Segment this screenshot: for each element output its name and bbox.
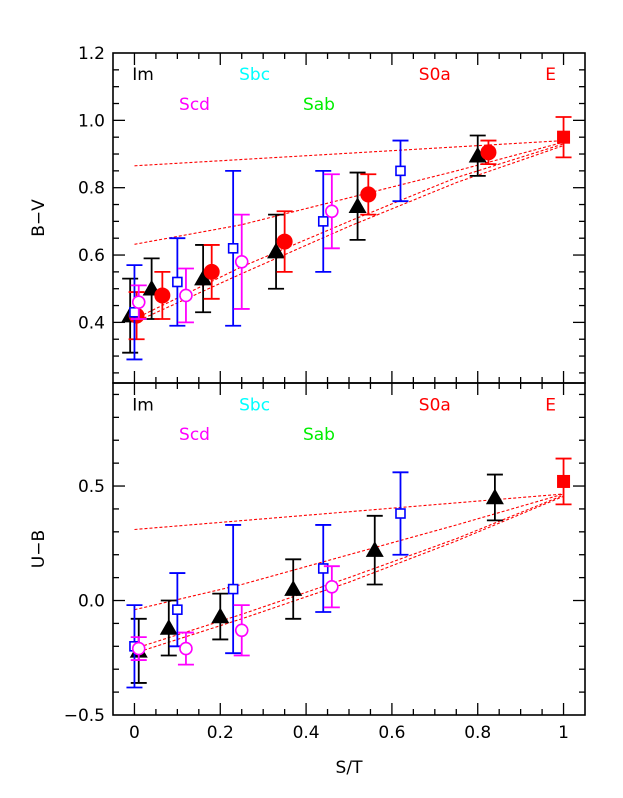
open-square-marker <box>395 165 406 177</box>
filled-square-marker <box>557 474 571 488</box>
type-label: S0a <box>419 65 451 85</box>
open-square-marker <box>317 216 329 227</box>
type-label: E <box>545 65 556 85</box>
y-tick-label: −0.5 <box>64 706 105 726</box>
x-tick-label: 0 <box>129 723 140 743</box>
filled-circle-marker <box>360 186 377 203</box>
triangle-marker <box>284 580 303 596</box>
triangle-marker <box>485 488 504 505</box>
x-tick-label: 1 <box>558 723 569 743</box>
filled-circle-marker <box>203 263 220 280</box>
open-square-marker <box>317 563 329 574</box>
triangle-marker <box>468 146 487 163</box>
model-track-line <box>134 495 564 654</box>
x-tick-label: 0.8 <box>464 723 491 743</box>
triangle-marker <box>348 197 367 213</box>
y-axis-label: U−B <box>29 530 49 568</box>
filled-circle-marker <box>154 287 171 304</box>
type-label: E <box>545 395 556 415</box>
model-track-line <box>134 493 564 531</box>
type-label: Scd <box>179 425 210 445</box>
open-circle-marker <box>234 623 249 638</box>
y-tick-label: 0.0 <box>78 592 105 612</box>
type-label: S0a <box>419 395 451 415</box>
model-track-line <box>134 140 564 167</box>
x-axis-label: S/T <box>336 758 364 778</box>
open-circle-marker <box>131 295 146 309</box>
filled-circle-marker <box>480 144 497 161</box>
y-tick-label: 0.8 <box>78 179 105 199</box>
x-tick-label: 0.2 <box>207 723 234 743</box>
open-circle-marker <box>325 204 339 219</box>
x-tick-label: 0.4 <box>293 723 320 743</box>
open-square-marker <box>227 243 239 254</box>
y-tick-label: 1.2 <box>78 44 105 64</box>
open-circle-marker <box>234 254 249 269</box>
model-track-line <box>134 493 564 611</box>
filled-square-marker <box>557 130 571 144</box>
y-tick-label: 0.4 <box>78 313 105 333</box>
open-square-marker <box>129 306 140 318</box>
triangle-marker <box>194 269 213 286</box>
model-track-line <box>134 494 564 650</box>
type-label: Sbc <box>239 65 270 85</box>
open-circle-marker <box>179 641 193 656</box>
panel-top-bv: 0.4 0.6 0.8 1.0 1.2 B−V Im Sbc S0a E Scd Sab <box>29 44 586 384</box>
type-label: Sab <box>303 425 335 445</box>
type-label: Sab <box>303 95 335 115</box>
type-label: Sbc <box>239 395 270 415</box>
open-square-marker <box>395 508 406 519</box>
y-axis-label: B−V <box>29 199 49 237</box>
filled-circle-marker <box>276 233 293 250</box>
triangle-marker <box>211 607 230 624</box>
type-label: Im <box>132 395 154 415</box>
open-square-marker <box>172 604 183 615</box>
type-label: Im <box>132 65 154 85</box>
panel-bottom-ub: −0.5 0.0 0.5 0 0.2 0.4 0.6 0.8 1 S/T U−B Im Sbc S0a E S… <box>29 382 586 778</box>
open-square-marker <box>172 276 183 288</box>
model-track-line <box>134 145 564 323</box>
triangle-marker <box>365 541 384 557</box>
x-tick-label: 0.6 <box>378 723 405 743</box>
open-circle-marker <box>131 641 146 656</box>
open-circle-marker <box>325 579 339 594</box>
y-tick-label: 0.5 <box>78 477 105 497</box>
open-circle-marker <box>179 288 193 303</box>
model-track-line <box>134 141 564 245</box>
type-label: Scd <box>179 95 210 115</box>
open-square-marker <box>227 583 239 595</box>
triangle-marker <box>159 618 178 635</box>
y-tick-label: 1.0 <box>78 111 105 131</box>
model-track-line <box>134 143 564 320</box>
triangle-marker <box>267 242 286 259</box>
y-tick-label: 0.6 <box>78 246 105 266</box>
